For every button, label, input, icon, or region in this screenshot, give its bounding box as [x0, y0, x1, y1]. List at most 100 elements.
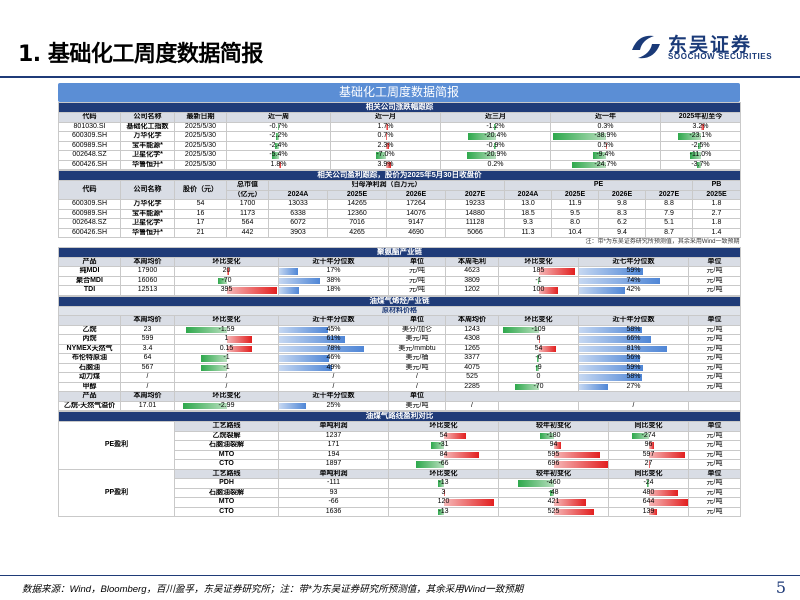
col-header: 环比变化 — [174, 256, 279, 267]
data-bar — [430, 442, 444, 449]
data-bar — [278, 161, 281, 168]
col-header: 2027E — [445, 189, 505, 200]
table-cell: 4308 — [445, 334, 499, 345]
bar-cell: 120 — [388, 497, 499, 508]
bar-cell: 0.7% — [330, 131, 441, 142]
bar-value: 54 — [534, 344, 543, 352]
bar-cell: -9.4% — [550, 150, 661, 161]
bar-cell: 0.15 — [174, 343, 279, 354]
table-cell: 元/吨 — [688, 334, 741, 345]
col-header: 2025E — [327, 189, 387, 200]
bar-value: 59% — [626, 267, 641, 274]
col-header: 2026E — [598, 189, 646, 200]
bar-value: -274 — [641, 431, 656, 439]
table-cell: 1.4 — [691, 227, 742, 238]
table-cell — [688, 400, 741, 411]
table-cell: 元/吨 — [687, 440, 742, 451]
data-bar — [515, 383, 539, 390]
table-cell: 21 — [174, 227, 227, 238]
table-cell: 石脑油裂解 — [174, 487, 279, 498]
table-cell: 6.2 — [598, 218, 646, 229]
table-cell: 元/吨 — [688, 343, 741, 354]
bar-value: 0 — [536, 373, 541, 380]
data-bar — [579, 336, 651, 343]
bar-value: 139 — [642, 507, 655, 515]
bar-value: 0.15 — [219, 344, 234, 352]
data-bar — [226, 345, 253, 352]
table-cell: 3.4 — [120, 343, 175, 354]
bar-cell: 100 — [498, 285, 579, 296]
bar-cell: 395 — [174, 285, 279, 296]
bar-value: -24 — [643, 479, 654, 486]
data-bar — [517, 480, 554, 487]
source-footnote: 数据来源：Wind，Bloomberg，百川盈孚，东吴证券研究所；注：带*为东吴… — [22, 584, 524, 595]
bar-value: 3.2% — [692, 122, 709, 130]
table-row: 乙烷裂解 1237 54 -180 -274 元/吨 — [59, 430, 742, 441]
data-bar — [279, 277, 321, 284]
data-bar — [279, 355, 330, 362]
table-cell: 元/吨 — [388, 266, 446, 277]
col-header: 单吨利润 — [278, 468, 389, 479]
table-cell: 3377 — [445, 353, 499, 364]
bar-value: 78% — [326, 344, 341, 352]
table-row: 600989.SH 宝丰能源* 2025/5/30 -2.4% 2.3% -0.9% 0.5… — [58, 140, 741, 151]
bar-value: -13 — [438, 479, 449, 486]
table-row: 600426.SH 华鲁恒升* 2025/5/30 1.8% 3.9% 0.2% -24.7… — [58, 159, 741, 170]
bar-value: -31 — [438, 441, 449, 448]
table-row: 乙烷 23 -1.59 45% 美分/加仑 1243 -109 58% 元/吨 — [58, 324, 741, 335]
data-bar — [385, 142, 389, 149]
table-cell: 17 — [174, 218, 227, 229]
table-cell: 石脑油 — [58, 362, 121, 373]
bar-cell: -24.7% — [550, 159, 661, 170]
bar-value: 597 — [642, 450, 655, 458]
table-cell: / — [445, 400, 499, 411]
table-cell: 525 — [445, 372, 499, 383]
table-cell: 乙烷 — [58, 324, 121, 335]
page-title: 1. 基础化工周度数据简报 — [18, 42, 263, 67]
bar-cell: 61% — [278, 334, 389, 345]
bar-cell: 46% — [278, 353, 389, 364]
bar-cell: 54 — [498, 343, 579, 354]
bar-cell: -20.9% — [440, 150, 551, 161]
col-header: 本周均价 — [445, 315, 499, 326]
table-row: 动力煤 / / //525 0 58% 元/吨 — [58, 372, 741, 383]
col-header: 单位 — [388, 391, 446, 402]
bar-cell: 696 — [498, 459, 609, 470]
data-bar — [494, 142, 496, 149]
data-bar — [538, 287, 559, 294]
bar-cell: -0.7% — [226, 121, 331, 132]
bar-cell: 94 — [498, 440, 609, 451]
table-cell: 14265 — [327, 199, 387, 210]
data-bar — [467, 152, 496, 159]
data-bar — [443, 499, 494, 506]
data-bar — [648, 499, 688, 506]
table-cell: 元/吨 — [687, 506, 742, 517]
bar-value: -2.99 — [218, 401, 235, 409]
col-header: （亿元） — [226, 189, 269, 200]
table-cell: 1.8 — [691, 199, 742, 210]
table-cell: 元/吨 — [688, 381, 741, 392]
bar-value: 595 — [547, 450, 560, 458]
section-title: 油煤气路线盈利对比 — [57, 411, 742, 422]
bar-cell: 17% — [278, 266, 389, 277]
col-header: 最新日期 — [174, 112, 227, 123]
data-bar — [279, 336, 346, 343]
col-header: 同比变化 — [608, 421, 689, 432]
table-row: 600309.SH 万华化学 2025/5/30 -2.2% 0.7% -20.4% -38… — [58, 131, 741, 142]
data-bar — [279, 268, 298, 275]
table-cell: / — [120, 372, 175, 383]
bar-value: 49% — [326, 363, 341, 371]
bar-value: -70 — [533, 382, 544, 390]
data-bar — [579, 268, 644, 275]
bar-value: 395 — [220, 286, 233, 293]
bar-value: 3.9% — [377, 160, 394, 168]
table-cell: / — [388, 372, 446, 383]
bar-value: 54 — [439, 431, 448, 439]
col-header: 产品 — [58, 256, 121, 267]
bar-value: 59% — [626, 363, 641, 371]
col-header: 2027E — [645, 189, 693, 200]
bar-value: -66 — [438, 460, 449, 467]
col-header: 环比变化 — [174, 315, 279, 326]
bar-cell: -1.2% — [440, 121, 551, 132]
table-row: 甲醇 / / //2285 -70 27% 元/吨 — [58, 381, 741, 392]
